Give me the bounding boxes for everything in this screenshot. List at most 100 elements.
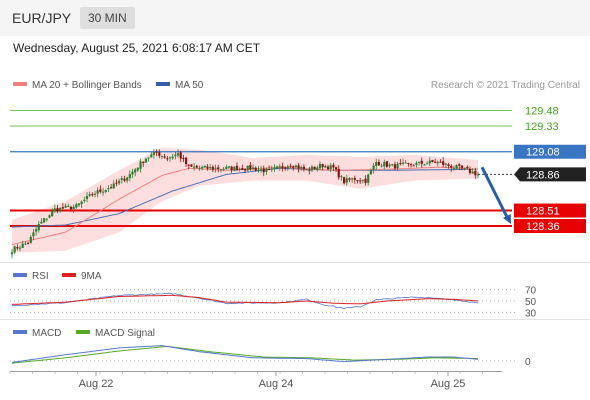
candle-body [43, 218, 46, 223]
candle-body [83, 199, 86, 201]
candle-body [278, 166, 281, 168]
candle-body [144, 158, 148, 163]
candle-body [21, 243, 24, 248]
candle-body [396, 163, 399, 169]
x-tick-label: Aug 24 [259, 378, 294, 390]
candle-body [348, 178, 351, 180]
rsi-tick-label: 50 [525, 297, 537, 308]
candle-body [324, 165, 327, 168]
candle-body [321, 164, 324, 168]
candle-body [447, 164, 450, 166]
candle-body [238, 168, 241, 170]
candle-body [241, 167, 244, 171]
candle-body [18, 247, 22, 249]
candle-body [268, 169, 271, 171]
legend-macd: MACD [13, 328, 61, 339]
macd-line [11, 345, 479, 363]
candle-body [32, 232, 35, 237]
candle-body [399, 162, 402, 164]
timestamp: Wednesday, August 25, 2021 6:08:17 AM CE… [13, 41, 261, 55]
candle-body [227, 166, 231, 168]
candle-body [372, 165, 375, 170]
candle-body [316, 167, 319, 171]
candle-body [458, 164, 461, 166]
rsi-tick-label: 70 [525, 286, 537, 297]
candle-body [53, 208, 56, 212]
candle-body [412, 165, 415, 167]
candle-body [61, 207, 64, 209]
candle-body [294, 165, 297, 168]
candle-body [101, 191, 105, 193]
pivot-label-box [514, 144, 586, 159]
candle-body [375, 162, 378, 166]
candle-body [131, 171, 134, 175]
forecast-arrow [480, 166, 510, 220]
candle-body [289, 165, 292, 167]
candle-body [209, 167, 212, 169]
candles [10, 148, 480, 259]
candle-body [409, 164, 413, 166]
candle-body [75, 204, 78, 208]
candle-body [85, 196, 89, 200]
legend-ma20: MA 20 + Bollinger Bands [13, 80, 142, 91]
candle-body [310, 166, 314, 171]
candle-body [262, 168, 265, 173]
candle-body [136, 167, 139, 171]
pivot-label: 129.08 [526, 147, 560, 159]
candle-body [56, 208, 59, 212]
candle-body [431, 159, 434, 163]
legend-label-macd-signal: MACD Signal [95, 328, 156, 339]
candle-body [345, 178, 348, 183]
candle-body [64, 205, 67, 208]
candle-body [235, 165, 239, 171]
candle-body [460, 165, 464, 169]
candle-body [308, 169, 311, 171]
candle-body [407, 162, 410, 164]
candle-body [222, 168, 225, 170]
candle-body [337, 168, 340, 178]
legend-swatch-ma20 [13, 82, 27, 87]
candle-body [158, 152, 161, 156]
candle-body [126, 177, 129, 181]
candle-body [37, 224, 40, 231]
candle-body [163, 156, 166, 158]
candle-body [428, 160, 431, 164]
candle-body [150, 154, 153, 158]
candle-body [160, 155, 164, 157]
candle-body [404, 162, 407, 164]
candle-body [254, 167, 257, 171]
legend-label-macd: MACD [32, 328, 62, 339]
candle-body [109, 187, 113, 189]
candle-body [201, 166, 204, 169]
resistance-label: 129.33 [525, 121, 559, 133]
candle-body [112, 183, 115, 189]
candle-body [284, 167, 287, 169]
candle-body [182, 157, 185, 159]
candle-body [380, 165, 383, 167]
candle-body [123, 178, 126, 181]
candle-body [318, 163, 322, 169]
candle-body [281, 166, 284, 168]
candle-body [190, 164, 193, 167]
support-label-box [514, 203, 586, 218]
legend-swatch-macd [13, 330, 27, 335]
candle-body [436, 162, 439, 164]
candle-body [385, 161, 389, 167]
candle-body [434, 161, 437, 163]
x-tick-label: Aug 22 [79, 378, 114, 390]
candle-body [249, 165, 252, 170]
legend-ma50: MA 50 [156, 80, 203, 91]
candle-body [26, 243, 30, 245]
candle-body [356, 180, 359, 182]
candle-body [155, 151, 158, 153]
candle-body [104, 189, 107, 192]
legend-swatch-rsi [13, 273, 27, 278]
legend-macd-signal: MACD Signal [76, 328, 155, 339]
candle-body [187, 164, 190, 166]
legend-label-ma20: MA 20 + Bollinger Bands [32, 80, 142, 91]
timeframe-button[interactable]: 30 MIN [80, 7, 135, 29]
legend-label-ma50: MA 50 [175, 80, 204, 91]
support-label: 128.51 [526, 206, 560, 218]
last-price-label-box [514, 167, 586, 182]
macd-tick-label: 0 [525, 357, 531, 368]
